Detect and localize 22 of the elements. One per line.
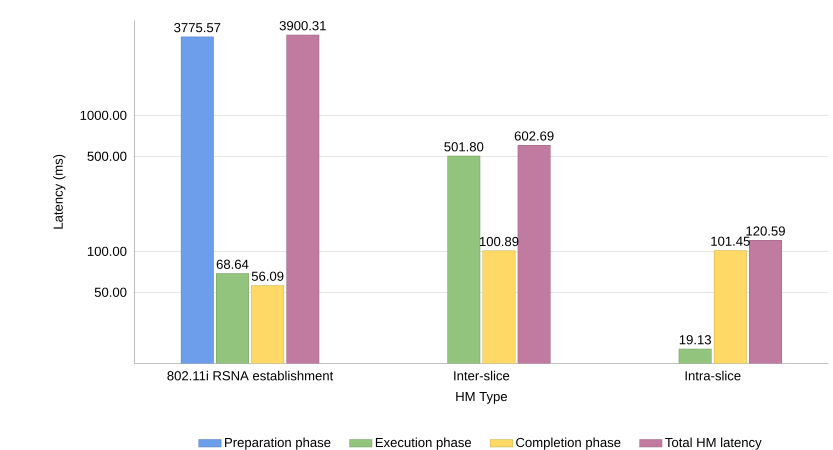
data-label: 3775.57 [174,22,220,32]
data-label: 3900.31 [280,20,326,30]
legend-label: Total HM latency [665,437,762,450]
y-tick-label: 50.00 [94,287,126,297]
x-tick-label: 802.11i RSNA establishment [167,370,334,380]
x-tick-label: Intra-slice [686,370,741,380]
data-label: 56.09 [252,271,284,281]
data-label: 19.13 [680,334,711,344]
data-label: 120.59 [746,226,785,236]
y-axis-title: Latency (ms) [53,154,66,228]
data-label: 501.80 [444,142,484,152]
legend-label: Preparation phase [225,437,330,450]
y-tick-label: 500.00 [87,151,126,161]
data-label: 602.69 [514,131,554,140]
y-tick-label: 100.00 [88,246,126,256]
legend-label: Completion phase [516,437,620,450]
y-tick-label: 1000.00 [80,110,126,120]
legend-label: Execution phase [376,437,472,450]
data-label: 101.45 [711,236,750,246]
x-axis-title: HM Type [456,392,508,404]
data-label: 68.64 [216,259,248,269]
x-tick-label: Inter-slice [454,370,510,380]
